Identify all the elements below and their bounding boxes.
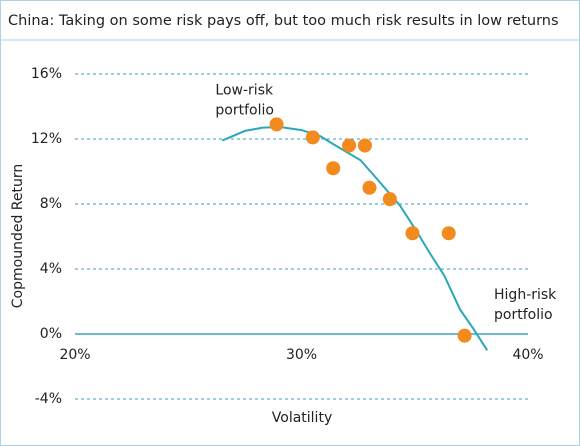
point <box>326 161 341 176</box>
x-tick-label: 30% <box>286 347 317 363</box>
point <box>405 226 420 241</box>
y-tick-label: 8% <box>40 196 62 212</box>
y-tick-label: -4% <box>35 391 62 407</box>
point <box>441 226 456 241</box>
y-axis-title: Copmounded Return <box>10 164 26 308</box>
x-tick-label: 20% <box>59 347 90 363</box>
point <box>362 180 377 195</box>
x-axis-title: Volatility <box>272 410 332 426</box>
y-tick-label: 12% <box>31 131 62 147</box>
point <box>457 328 472 343</box>
y-tick-label: 0% <box>40 326 62 342</box>
point <box>357 138 372 153</box>
point <box>342 138 357 153</box>
annotation: Low-risk <box>215 82 274 98</box>
point <box>382 192 397 207</box>
annotation: portfolio <box>494 307 553 323</box>
point <box>305 130 320 145</box>
annotation: High-risk <box>494 287 557 303</box>
annotation: portfolio <box>215 102 274 118</box>
chart-title: China: Taking on some risk pays off, but… <box>8 13 559 29</box>
x-tick-label: 40% <box>512 347 543 363</box>
y-tick-label: 4% <box>40 261 62 277</box>
y-tick-label: 16% <box>31 66 62 82</box>
point <box>269 117 284 132</box>
